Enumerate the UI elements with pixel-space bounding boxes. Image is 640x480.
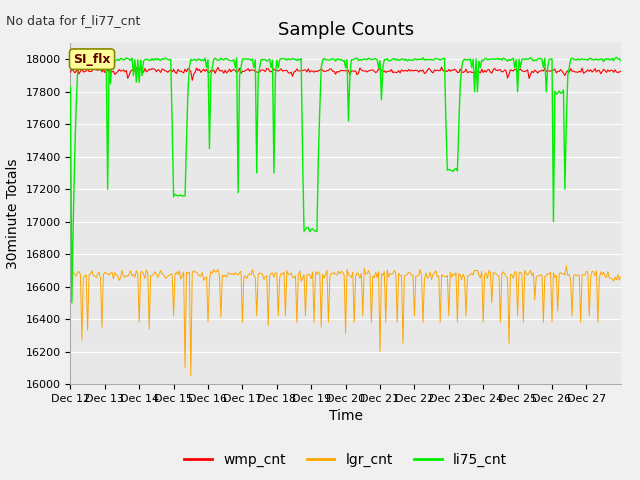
Legend: wmp_cnt, lgr_cnt, li75_cnt: wmp_cnt, lgr_cnt, li75_cnt <box>179 447 513 472</box>
Title: Sample Counts: Sample Counts <box>278 21 413 39</box>
X-axis label: Time: Time <box>328 409 363 423</box>
Y-axis label: 30minute Totals: 30minute Totals <box>6 158 20 269</box>
Text: SI_flx: SI_flx <box>73 53 111 66</box>
Text: No data for f_li77_cnt: No data for f_li77_cnt <box>6 14 141 27</box>
